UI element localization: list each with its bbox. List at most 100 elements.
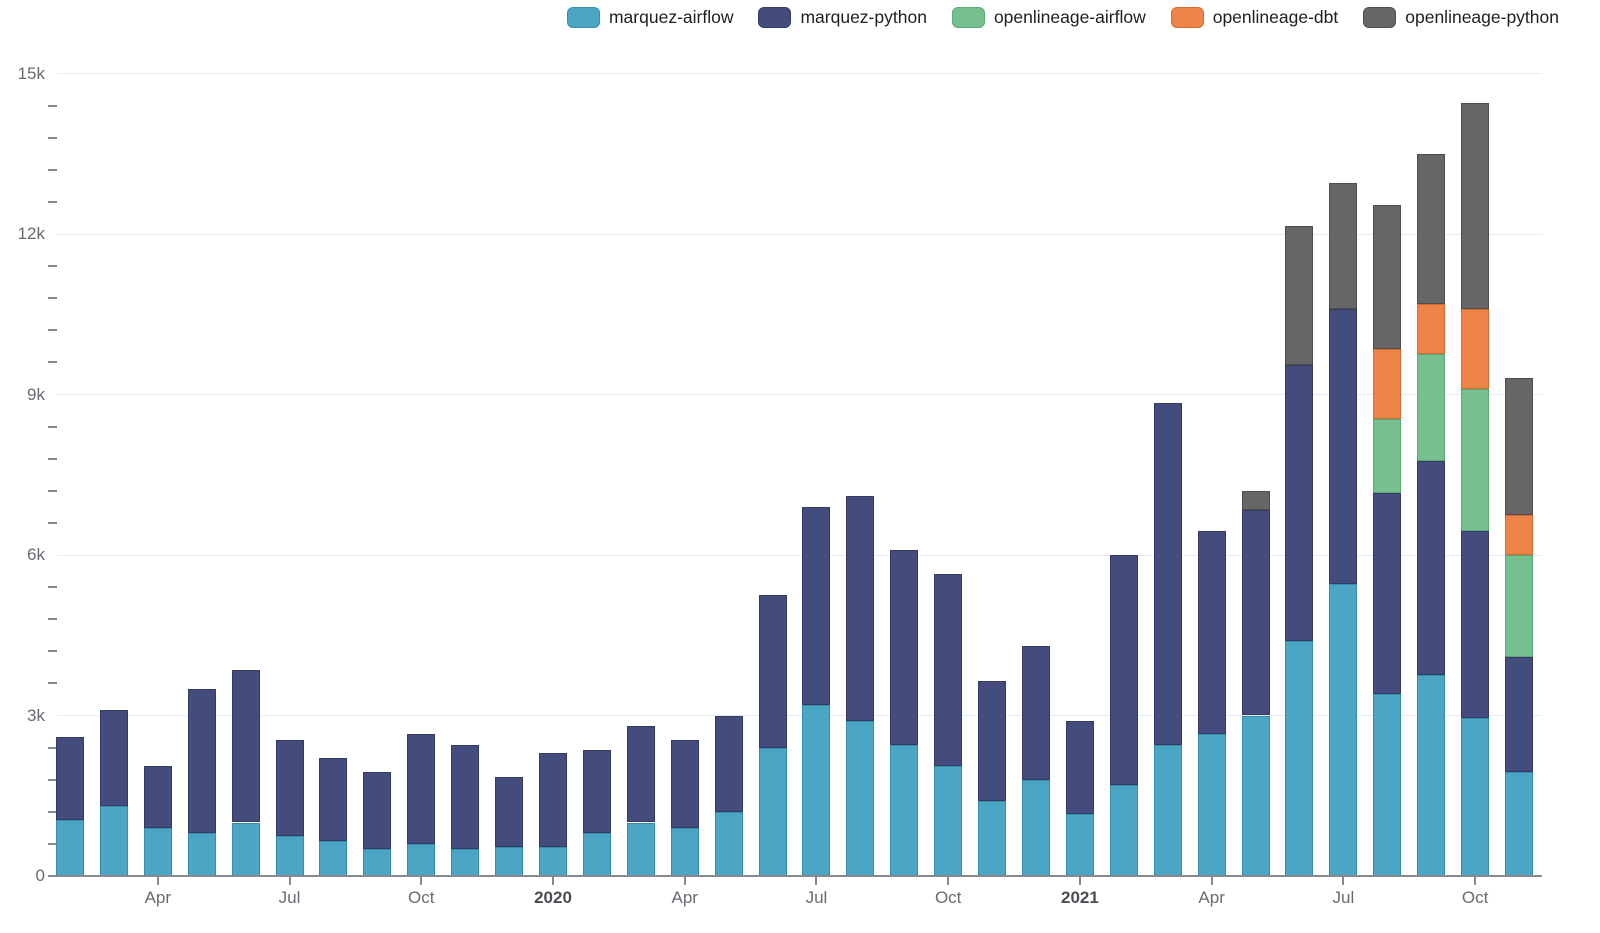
y-axis-tick-label: 9k: [27, 384, 45, 404]
bar-segment-marquez-python[interactable]: [319, 758, 348, 842]
bar-segment-marquez-airflow[interactable]: [890, 744, 919, 876]
bar-segment-marquez-python[interactable]: [495, 777, 524, 847]
bar-segment-marquez-airflow[interactable]: [1065, 814, 1094, 876]
bar-segment-marquez-airflow[interactable]: [758, 747, 787, 876]
bar-segment-marquez-python[interactable]: [1461, 530, 1490, 719]
bar-segment-marquez-airflow[interactable]: [1241, 715, 1270, 876]
bar-segment-marquez-python[interactable]: [1285, 365, 1314, 641]
y-axis-minor-tick: [48, 586, 57, 589]
bar-segment-marquez-airflow[interactable]: [670, 827, 699, 876]
bar-segment-marquez-python[interactable]: [582, 750, 611, 834]
bar-segment-marquez-python[interactable]: [1329, 308, 1358, 585]
gridline: [57, 73, 1542, 74]
bar-segment-marquez-python[interactable]: [802, 506, 831, 705]
bar-segment-marquez-airflow[interactable]: [1329, 584, 1358, 876]
x-axis-tick: [1210, 877, 1213, 885]
legend-label: marquez-airflow: [608, 6, 734, 27]
bar-segment-marquez-python[interactable]: [978, 680, 1007, 802]
bar-segment-marquez-python[interactable]: [451, 744, 480, 850]
bar-segment-marquez-airflow[interactable]: [978, 801, 1007, 876]
bar-segment-marquez-airflow[interactable]: [451, 849, 480, 876]
bar-segment-marquez-python[interactable]: [714, 715, 743, 812]
bar-segment-openlineage-dbt[interactable]: [1373, 349, 1402, 419]
bar-segment-marquez-airflow[interactable]: [802, 704, 831, 876]
bar-segment-marquez-python[interactable]: [626, 726, 655, 823]
bar-segment-openlineage-dbt[interactable]: [1417, 303, 1446, 355]
bar-segment-marquez-airflow[interactable]: [582, 833, 611, 876]
bar-segment-marquez-python[interactable]: [99, 710, 128, 807]
legend-item-marquez-python[interactable]: marquez-python: [758, 7, 927, 28]
bar-segment-openlineage-dbt[interactable]: [1505, 514, 1534, 555]
bar-segment-marquez-airflow[interactable]: [1505, 771, 1534, 876]
bar-segment-openlineage-python[interactable]: [1241, 490, 1270, 510]
legend-item-openlineage-dbt[interactable]: openlineage-dbt: [1170, 7, 1338, 28]
bar-segment-marquez-airflow[interactable]: [934, 766, 963, 876]
bar-segment-marquez-airflow[interactable]: [56, 819, 84, 876]
bar-segment-openlineage-python[interactable]: [1505, 378, 1534, 515]
bar-segment-marquez-airflow[interactable]: [319, 841, 348, 876]
x-axis-tick-label: Oct: [934, 888, 962, 907]
bar-segment-marquez-airflow[interactable]: [275, 835, 304, 876]
bar-segment-marquez-airflow[interactable]: [626, 822, 655, 876]
bar-segment-marquez-airflow[interactable]: [187, 833, 216, 876]
bar-segment-openlineage-airflow[interactable]: [1417, 354, 1446, 462]
y-axis-tick-label: 12k: [17, 224, 45, 243]
bar-segment-marquez-python[interactable]: [275, 739, 304, 836]
bar-segment-marquez-python[interactable]: [363, 771, 392, 850]
bar-segment-marquez-python[interactable]: [1153, 402, 1182, 745]
bar-segment-openlineage-python[interactable]: [1373, 204, 1402, 349]
bar-segment-openlineage-python[interactable]: [1329, 183, 1358, 309]
bar-segment-marquez-airflow[interactable]: [1109, 785, 1138, 876]
bar-segment-marquez-python[interactable]: [1109, 555, 1138, 786]
bar-segment-openlineage-airflow[interactable]: [1373, 418, 1402, 494]
bar-segment-marquez-python[interactable]: [1505, 656, 1534, 772]
legend-item-marquez-airflow[interactable]: marquez-airflow: [566, 6, 734, 28]
bar-segment-marquez-airflow[interactable]: [1153, 744, 1182, 876]
bar-segment-marquez-airflow[interactable]: [1285, 640, 1314, 876]
bar-segment-marquez-airflow[interactable]: [1461, 718, 1490, 876]
bar-segment-openlineage-python[interactable]: [1285, 225, 1314, 366]
bar-segment-marquez-python[interactable]: [1022, 645, 1051, 780]
bar-segment-marquez-airflow[interactable]: [1373, 694, 1402, 876]
bar-segment-marquez-airflow[interactable]: [99, 806, 128, 876]
bar-segment-marquez-python[interactable]: [1197, 530, 1226, 735]
legend-item-openlineage-airflow[interactable]: openlineage-airflow: [951, 7, 1146, 28]
bar-segment-marquez-airflow[interactable]: [495, 846, 524, 876]
bar-segment-openlineage-python[interactable]: [1461, 102, 1490, 309]
x-axis-tick-label: Jul: [278, 888, 301, 907]
bar-segment-marquez-airflow[interactable]: [231, 822, 260, 876]
bar-segment-marquez-python[interactable]: [187, 688, 216, 834]
legend-item-openlineage-python[interactable]: openlineage-python: [1363, 7, 1559, 28]
bar-segment-openlineage-python[interactable]: [1417, 153, 1446, 304]
bar-segment-openlineage-dbt[interactable]: [1461, 308, 1490, 390]
bar-segment-marquez-python[interactable]: [934, 573, 963, 767]
bar-segment-marquez-python[interactable]: [670, 739, 699, 828]
bar-segment-marquez-airflow[interactable]: [1417, 675, 1446, 876]
bar-segment-marquez-python[interactable]: [846, 496, 875, 721]
x-axis-tick: [1078, 877, 1081, 885]
bar-segment-openlineage-airflow[interactable]: [1505, 555, 1534, 657]
bar-segment-marquez-python[interactable]: [1373, 493, 1402, 695]
y-axis-minor-tick: [48, 136, 57, 139]
bar-segment-marquez-python[interactable]: [758, 595, 787, 748]
bar-segment-marquez-airflow[interactable]: [846, 720, 875, 876]
bar-segment-marquez-airflow[interactable]: [143, 827, 172, 876]
bar-segment-marquez-python[interactable]: [56, 736, 84, 820]
bar-segment-marquez-airflow[interactable]: [1022, 779, 1051, 876]
bar-segment-marquez-airflow[interactable]: [407, 843, 436, 876]
bar-segment-openlineage-airflow[interactable]: [1461, 389, 1490, 531]
bar-segment-marquez-airflow[interactable]: [363, 849, 392, 876]
bar-segment-marquez-python[interactable]: [539, 752, 567, 847]
bar-segment-marquez-python[interactable]: [231, 670, 260, 823]
x-axis-tick-label: 2021: [1061, 888, 1099, 907]
bar-segment-marquez-python[interactable]: [1417, 461, 1446, 676]
y-axis-minor-tick: [48, 682, 57, 685]
bar-segment-marquez-airflow[interactable]: [1197, 734, 1226, 876]
bar-segment-marquez-python[interactable]: [890, 549, 919, 745]
bar-segment-marquez-python[interactable]: [407, 734, 436, 844]
bar-segment-marquez-airflow[interactable]: [539, 846, 567, 876]
bar-segment-marquez-airflow[interactable]: [714, 811, 743, 876]
bar-segment-marquez-python[interactable]: [143, 766, 172, 828]
bar-segment-marquez-python[interactable]: [1241, 509, 1270, 716]
bar-segment-marquez-python[interactable]: [1065, 720, 1094, 815]
